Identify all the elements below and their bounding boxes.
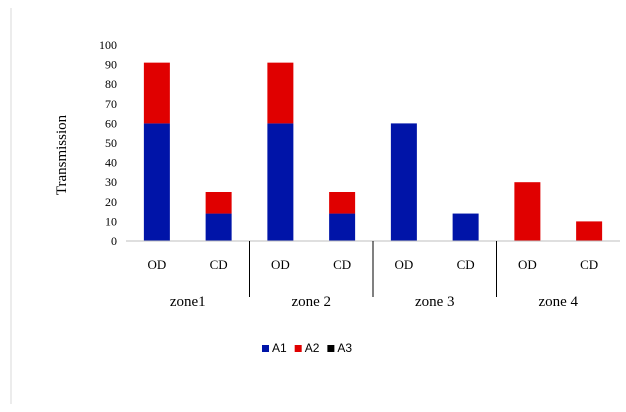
y-tick-label: 20 <box>105 195 117 209</box>
bar-a2 <box>576 221 603 241</box>
x-tick-label: CD <box>580 257 598 272</box>
group-label: zone1 <box>170 294 206 310</box>
y-tick-label: 60 <box>105 116 117 130</box>
legend-swatch-a1 <box>262 345 269 352</box>
x-tick-label: OD <box>271 257 290 272</box>
y-tick-label: 70 <box>105 97 117 111</box>
y-tick-label: 50 <box>105 136 117 150</box>
x-tick-label: OD <box>394 257 413 272</box>
bar-a1 <box>452 213 479 241</box>
x-tick-label: OD <box>518 257 537 272</box>
group-label: zone 2 <box>291 294 331 310</box>
bar-a2 <box>514 182 541 241</box>
y-tick-label: 40 <box>105 156 117 170</box>
bar-a2 <box>267 62 294 124</box>
y-axis-title: Transmission <box>54 114 70 195</box>
x-tick-label: CD <box>210 257 228 272</box>
group-label: zone 4 <box>538 294 578 310</box>
bar-a1 <box>205 213 232 241</box>
legend-label: A3 <box>337 341 352 355</box>
y-tick-label: 30 <box>105 175 117 189</box>
legend-label: A2 <box>305 341 320 355</box>
bar-a2 <box>143 62 170 124</box>
group-label: zone 3 <box>415 294 455 310</box>
y-tick-label: 80 <box>105 77 117 91</box>
legend: A1 A2 A3 <box>262 341 352 355</box>
y-tick-label: 100 <box>99 38 117 52</box>
x-tick-label: CD <box>457 257 475 272</box>
legend-label: A1 <box>272 341 287 355</box>
bar-a1 <box>143 123 170 241</box>
x-tick-label: OD <box>147 257 166 272</box>
bar-a2 <box>329 192 356 214</box>
y-axis: 0 10 20 30 40 50 60 70 80 90 100 <box>99 38 117 248</box>
bar-a1 <box>329 213 356 241</box>
y-tick-label: 90 <box>105 58 117 72</box>
y-tick-label: 10 <box>105 214 117 228</box>
y-tick-label: 0 <box>111 234 117 248</box>
bar-a1 <box>390 123 417 241</box>
x-axis: OD CD OD CD OD CD OD CD zone1 zone 2 zone 3 zone 4 <box>126 240 620 310</box>
legend-swatch-a2 <box>294 345 302 352</box>
legend-swatch-a3 <box>327 345 335 352</box>
bar-a1 <box>267 123 294 241</box>
x-tick-label: CD <box>333 257 351 272</box>
bar-a2 <box>205 192 232 214</box>
bars <box>143 62 603 241</box>
